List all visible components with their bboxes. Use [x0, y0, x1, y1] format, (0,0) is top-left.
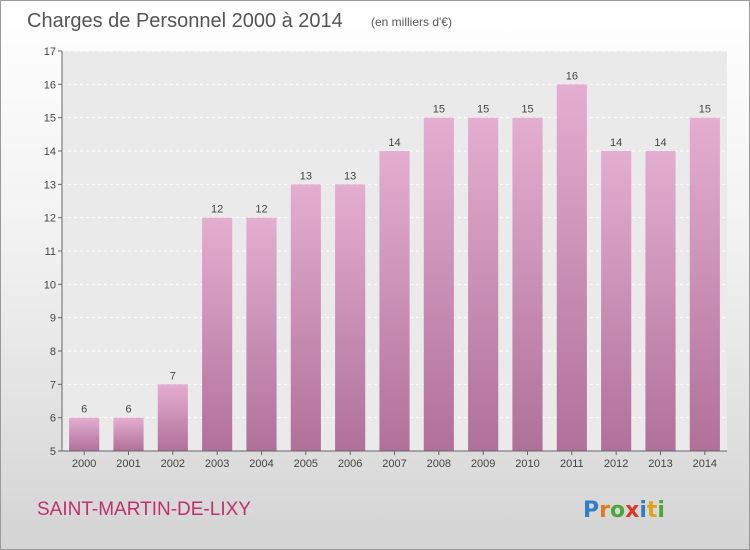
commune-name: SAINT-MARTIN-DE-LIXY [37, 499, 251, 520]
logo-letter: i [657, 498, 665, 523]
y-tick-label: 9 [50, 313, 56, 325]
bar-2011 [556, 84, 587, 451]
y-tick-label: 5 [50, 446, 56, 458]
chart-title: Charges de Personnel 2000 à 2014 [27, 10, 343, 32]
value-label: 12 [211, 204, 223, 216]
bar-2001 [113, 417, 144, 451]
y-tick-label: 15 [44, 113, 56, 125]
y-tick-label: 16 [44, 79, 56, 91]
x-tick-label: 2005 [294, 458, 318, 470]
x-tick-labels: 2000 2001 2002 2003 2004 2005 2006 2007 2008 2009… [72, 458, 717, 470]
y-tick-label: 17 [44, 46, 56, 58]
value-label: 7 [170, 370, 176, 382]
x-tick-label: 2007 [382, 458, 406, 470]
x-tick-label: 2010 [515, 458, 539, 470]
logo-letter: i [639, 498, 647, 523]
bar-2000 [69, 417, 100, 451]
logo-letter: o [610, 498, 625, 523]
value-label: 15 [521, 104, 533, 116]
value-label: 12 [255, 204, 267, 216]
y-tick-label: 8 [50, 346, 56, 358]
y-tick-labels: 5 6 7 8 9 10 11 12 13 14 15 16 17 [44, 46, 56, 458]
chart-subtitle: (en milliers d'€) [371, 15, 452, 29]
value-label: 15 [699, 104, 711, 116]
bar-2007 [379, 151, 410, 451]
x-tick-label: 2001 [116, 458, 140, 470]
bar-2005 [290, 184, 321, 452]
y-tick-label: 10 [44, 279, 56, 291]
x-tick-label: 2013 [648, 458, 672, 470]
y-tick-label: 13 [44, 179, 56, 191]
proxiti-logo: Proxiti [583, 498, 665, 523]
bar-2010 [512, 117, 543, 452]
value-labels: 6 6 7 12 12 13 13 14 15 15 15 16 14 14 15 [81, 70, 711, 415]
bar-2003 [202, 217, 233, 451]
x-tick-label: 2000 [72, 458, 96, 470]
logo-letter: r [599, 498, 610, 523]
value-label: 16 [566, 70, 578, 82]
bar-2014 [689, 117, 720, 452]
bars [69, 84, 720, 452]
bar-2002 [157, 384, 188, 451]
x-tick-label: 2014 [693, 458, 717, 470]
y-tick-label: 7 [50, 379, 56, 391]
x-tick-label: 2002 [161, 458, 185, 470]
y-tick-label: 6 [50, 413, 56, 425]
value-label: 6 [125, 404, 131, 416]
value-label: 13 [344, 170, 356, 182]
value-label: 14 [610, 137, 622, 149]
x-tick-label: 2009 [471, 458, 495, 470]
value-label: 6 [81, 404, 87, 416]
y-tick-label: 12 [44, 213, 56, 225]
bar-2012 [601, 151, 632, 451]
axes [58, 50, 727, 455]
logo-letter: t [647, 498, 658, 523]
y-tick-label: 11 [45, 246, 56, 258]
x-tick-label: 2011 [560, 458, 584, 470]
x-tick-label: 2003 [205, 458, 229, 470]
x-tick-label: 2004 [249, 458, 273, 470]
bar-2004 [246, 217, 277, 451]
value-label: 13 [300, 170, 312, 182]
value-label: 15 [477, 104, 489, 116]
x-tick-label: 2008 [427, 458, 451, 470]
x-tick-label: 2012 [604, 458, 628, 470]
logo-letter: x [625, 498, 639, 523]
x-tick-label: 2006 [338, 458, 362, 470]
y-tick-label: 14 [44, 146, 56, 158]
value-label: 14 [654, 137, 666, 149]
bar-2013 [645, 151, 676, 451]
bar-2008 [423, 117, 454, 452]
bar-2006 [335, 184, 366, 452]
value-label: 14 [388, 137, 400, 149]
value-label: 15 [433, 104, 445, 116]
logo-letter: P [583, 498, 599, 523]
bar-2009 [468, 117, 499, 452]
